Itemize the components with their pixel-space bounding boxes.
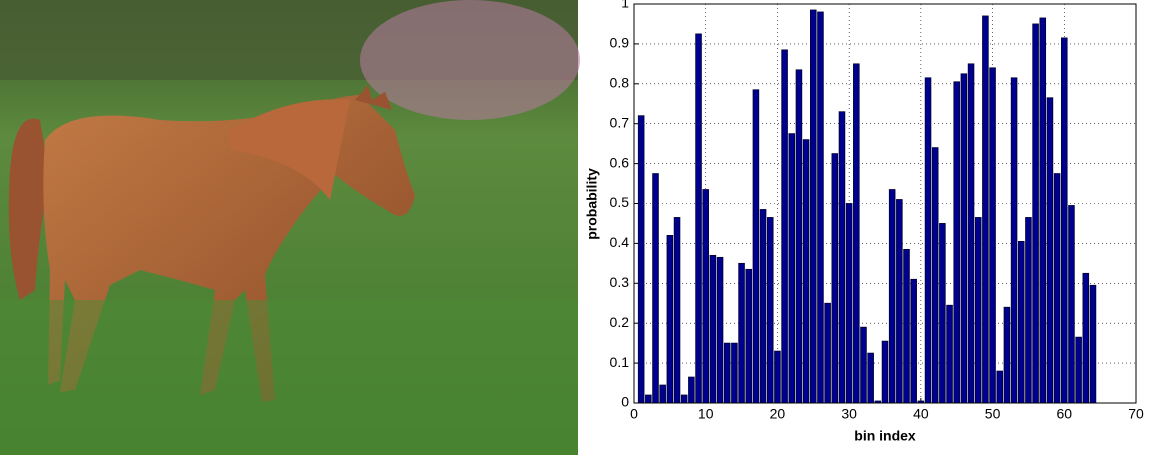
bar bbox=[990, 68, 996, 403]
y-tick-label: 0.2 bbox=[610, 314, 630, 330]
y-tick-label: 0.5 bbox=[610, 194, 630, 210]
bar bbox=[1040, 18, 1046, 403]
bar bbox=[825, 303, 831, 403]
chart: bin index probability 0 0.1 0.2 0.3 0.4 0.5 0.… bbox=[584, 0, 1144, 444]
bar bbox=[818, 12, 824, 403]
y-tick-label: 0.4 bbox=[610, 234, 630, 250]
bar bbox=[667, 235, 673, 403]
y-tick-label: 0.8 bbox=[610, 75, 630, 91]
bar bbox=[832, 154, 838, 403]
bar bbox=[696, 34, 702, 403]
bar bbox=[796, 70, 802, 403]
photo bbox=[0, 0, 580, 455]
bar bbox=[767, 217, 773, 403]
bar bbox=[810, 10, 816, 403]
bar bbox=[882, 341, 888, 403]
bar bbox=[703, 190, 709, 403]
bar bbox=[689, 377, 695, 403]
bar bbox=[660, 385, 666, 403]
bar bbox=[782, 50, 788, 403]
bar bbox=[1033, 24, 1039, 403]
bar bbox=[861, 327, 867, 403]
bar bbox=[674, 217, 680, 403]
bar bbox=[1090, 285, 1096, 403]
bar bbox=[846, 204, 852, 404]
bar bbox=[975, 217, 981, 403]
bar bbox=[889, 190, 895, 403]
bar bbox=[1011, 78, 1017, 403]
x-tick-label: 20 bbox=[770, 406, 786, 422]
x-tick-label: 30 bbox=[841, 406, 857, 422]
bar bbox=[868, 353, 874, 403]
figure: bin index probability 0 0.1 0.2 0.3 0.4 0.5 0.… bbox=[0, 0, 1156, 455]
bar bbox=[760, 209, 766, 403]
bar bbox=[839, 112, 845, 403]
bar bbox=[983, 16, 989, 403]
y-tick-label: 0 bbox=[621, 394, 629, 410]
y-tick-label: 0.1 bbox=[610, 354, 630, 370]
y-axis-label: probability bbox=[584, 168, 600, 240]
bar bbox=[940, 223, 946, 403]
bar bbox=[724, 343, 730, 403]
bar bbox=[717, 257, 723, 403]
bar bbox=[710, 255, 716, 403]
x-tick-label: 50 bbox=[985, 406, 1001, 422]
x-axis-label: bin index bbox=[854, 428, 916, 444]
x-tick-label: 40 bbox=[913, 406, 929, 422]
bar bbox=[904, 249, 910, 403]
bar bbox=[954, 82, 960, 403]
bar bbox=[739, 263, 745, 403]
bar bbox=[1069, 205, 1075, 403]
bar bbox=[653, 174, 659, 403]
bar bbox=[1004, 307, 1010, 403]
bar bbox=[1054, 174, 1060, 403]
y-tick-label: 1 bbox=[621, 0, 629, 11]
bar bbox=[803, 140, 809, 403]
bar bbox=[911, 279, 917, 403]
bar bbox=[753, 90, 759, 403]
y-tick-label: 0.7 bbox=[610, 114, 630, 130]
bar bbox=[997, 371, 1003, 403]
bar bbox=[789, 134, 795, 403]
bar bbox=[925, 78, 931, 403]
bar bbox=[1018, 241, 1024, 403]
bar bbox=[1061, 38, 1067, 403]
bar bbox=[775, 351, 781, 403]
x-tick-label: 70 bbox=[1128, 406, 1144, 422]
bar bbox=[1083, 273, 1089, 403]
y-tick-label: 0.9 bbox=[610, 35, 630, 51]
bar bbox=[746, 269, 752, 403]
bar bbox=[853, 64, 859, 403]
y-tick-label: 0.6 bbox=[610, 154, 630, 170]
bar bbox=[681, 395, 687, 403]
bar bbox=[1047, 98, 1053, 403]
bar bbox=[638, 116, 644, 403]
bar bbox=[896, 200, 902, 403]
bar bbox=[932, 148, 938, 403]
bar bbox=[968, 64, 974, 403]
bar bbox=[947, 305, 953, 403]
bar bbox=[1026, 217, 1032, 403]
y-tick-label: 0.3 bbox=[610, 274, 630, 290]
foreground-grass bbox=[0, 300, 578, 455]
x-tick-label: 60 bbox=[1056, 406, 1072, 422]
flowers bbox=[360, 0, 580, 120]
x-tick-label: 10 bbox=[698, 406, 714, 422]
bar bbox=[732, 343, 738, 403]
x-tick-label: 0 bbox=[630, 406, 638, 422]
bar bbox=[961, 74, 967, 403]
bar bbox=[1076, 337, 1082, 403]
bar bbox=[645, 395, 651, 403]
